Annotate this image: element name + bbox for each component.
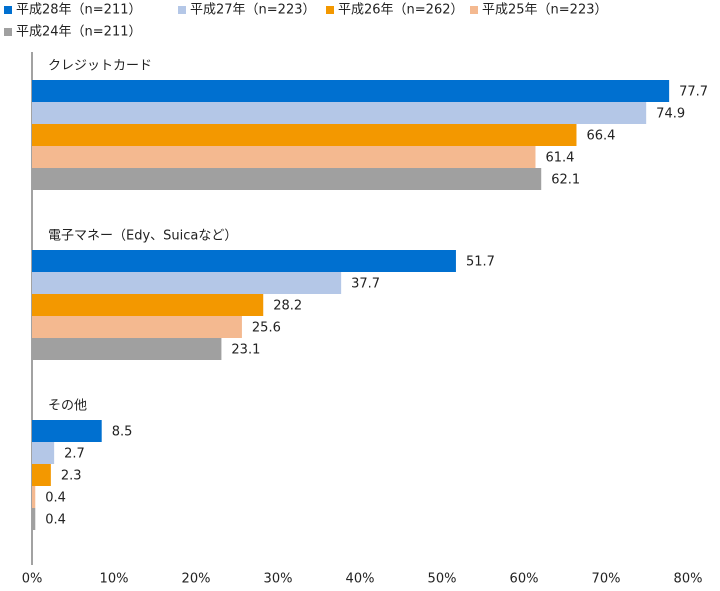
- x-tick-label: 30%: [264, 572, 293, 587]
- bar: [32, 508, 36, 530]
- legend-swatch: [470, 6, 478, 14]
- bar: [32, 102, 647, 124]
- value-label: 66.4: [586, 129, 615, 144]
- value-label: 0.4: [45, 491, 66, 506]
- x-tick-label: 50%: [428, 572, 457, 587]
- bar: [32, 420, 102, 442]
- legend-swatch: [4, 6, 12, 14]
- bar: [32, 124, 577, 146]
- legend-label: 平成27年（n=223）: [190, 3, 316, 18]
- bar: [32, 338, 222, 360]
- legend-label: 平成26年（n=262）: [338, 3, 464, 18]
- bar: [32, 250, 456, 272]
- value-label: 61.4: [545, 151, 574, 166]
- bar: [32, 272, 342, 294]
- value-label: 28.2: [273, 299, 302, 314]
- x-tick-label: 80%: [674, 572, 703, 587]
- x-tick-label: 60%: [510, 572, 539, 587]
- bar: [32, 464, 51, 486]
- value-label: 2.7: [64, 447, 85, 462]
- value-label: 23.1: [231, 343, 260, 358]
- value-label: 74.9: [656, 107, 685, 122]
- bar: [32, 486, 36, 508]
- value-label: 8.5: [112, 425, 133, 440]
- legend-swatch: [326, 6, 334, 14]
- legend-label: 平成24年（n=211）: [16, 25, 142, 40]
- x-tick-label: 10%: [100, 572, 129, 587]
- legend-swatch: [4, 28, 12, 36]
- bar: [32, 80, 670, 102]
- category-label: クレジットカード: [48, 59, 152, 74]
- value-label: 51.7: [466, 255, 495, 270]
- legend-label: 平成25年（n=223）: [482, 3, 608, 18]
- value-label: 77.7: [679, 85, 708, 100]
- bar: [32, 168, 542, 190]
- category-label: その他: [48, 399, 87, 414]
- bar: [32, 442, 55, 464]
- value-label: 0.4: [45, 513, 66, 528]
- x-tick-label: 20%: [182, 572, 211, 587]
- x-tick-label: 0%: [22, 572, 43, 587]
- legend-swatch: [178, 6, 186, 14]
- category-label: 電子マネー（Edy、Suicaなど）: [48, 229, 237, 244]
- bar: [32, 294, 264, 316]
- bar: [32, 316, 242, 338]
- value-label: 37.7: [351, 277, 380, 292]
- value-label: 25.6: [252, 321, 281, 336]
- x-tick-label: 40%: [346, 572, 375, 587]
- legend-label: 平成28年（n=211）: [16, 3, 142, 18]
- bar: [32, 146, 536, 168]
- value-label: 62.1: [551, 173, 580, 188]
- x-tick-label: 70%: [592, 572, 621, 587]
- value-label: 2.3: [61, 469, 82, 484]
